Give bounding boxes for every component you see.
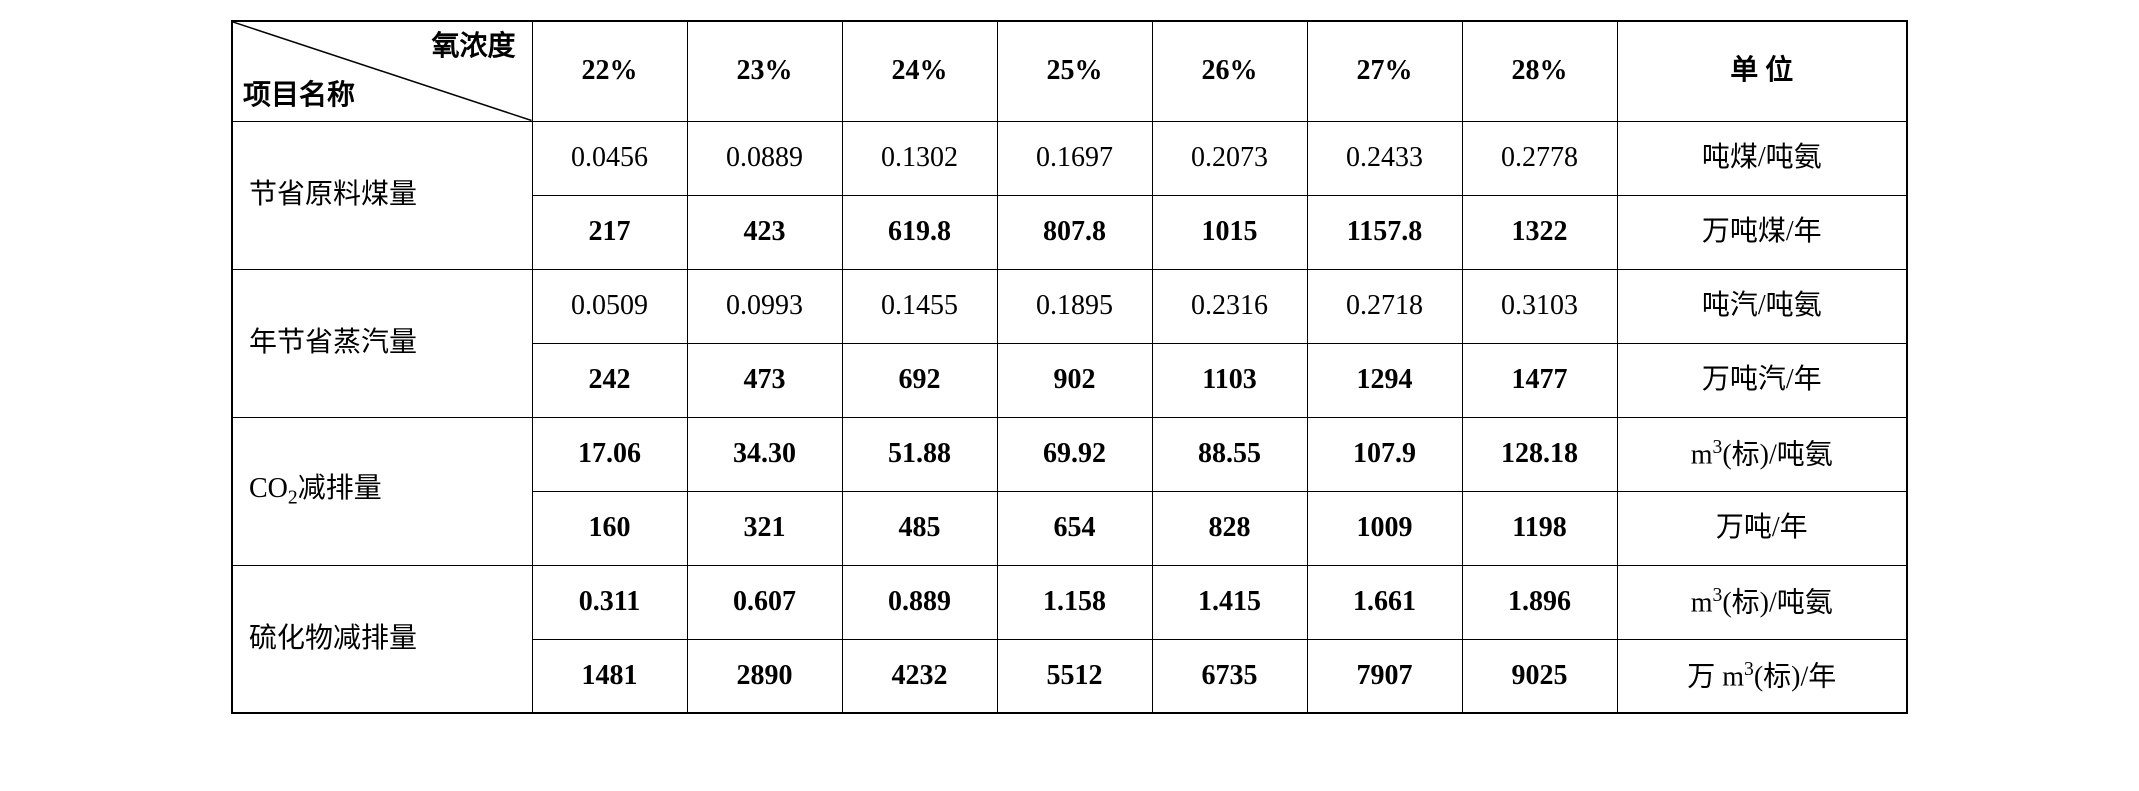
value-cell: 0.1895 <box>997 269 1152 343</box>
header-pct-22: 22% <box>532 21 687 121</box>
value-cell: 0.311 <box>532 565 687 639</box>
table-row: 节省原料煤量0.04560.08890.13020.16970.20730.24… <box>232 121 1907 195</box>
header-pct-26: 26% <box>1152 21 1307 121</box>
value-cell: 1198 <box>1462 491 1617 565</box>
unit-cell: 万 m3(标)/年 <box>1617 639 1907 713</box>
value-cell: 0.1697 <box>997 121 1152 195</box>
value-cell: 69.92 <box>997 417 1152 491</box>
value-cell: 128.18 <box>1462 417 1617 491</box>
value-cell: 88.55 <box>1152 417 1307 491</box>
value-cell: 0.0889 <box>687 121 842 195</box>
value-cell: 51.88 <box>842 417 997 491</box>
oxygen-concentration-table: 氧浓度 项目名称 22% 23% 24% 25% 26% 27% 28% 单 位… <box>231 20 1908 714</box>
value-cell: 0.2778 <box>1462 121 1617 195</box>
value-cell: 7907 <box>1307 639 1462 713</box>
header-unit: 单 位 <box>1617 21 1907 121</box>
header-pct-24: 24% <box>842 21 997 121</box>
value-cell: 5512 <box>997 639 1152 713</box>
value-cell: 0.1302 <box>842 121 997 195</box>
value-cell: 0.889 <box>842 565 997 639</box>
value-cell: 0.0456 <box>532 121 687 195</box>
value-cell: 473 <box>687 343 842 417</box>
header-pct-25: 25% <box>997 21 1152 121</box>
row-label: CO2减排量 <box>232 417 532 565</box>
value-cell: 0.2433 <box>1307 121 1462 195</box>
value-cell: 107.9 <box>1307 417 1462 491</box>
unit-cell: m3(标)/吨氨 <box>1617 565 1907 639</box>
value-cell: 619.8 <box>842 195 997 269</box>
value-cell: 0.2718 <box>1307 269 1462 343</box>
table-row: CO2减排量17.0634.3051.8869.9288.55107.9128.… <box>232 417 1907 491</box>
value-cell: 1322 <box>1462 195 1617 269</box>
header-pct-27: 27% <box>1307 21 1462 121</box>
header-bottom-label: 项目名称 <box>243 79 355 113</box>
value-cell: 1157.8 <box>1307 195 1462 269</box>
value-cell: 1009 <box>1307 491 1462 565</box>
value-cell: 0.2073 <box>1152 121 1307 195</box>
row-label: 硫化物减排量 <box>232 565 532 713</box>
value-cell: 423 <box>687 195 842 269</box>
value-cell: 160 <box>532 491 687 565</box>
header-pct-23: 23% <box>687 21 842 121</box>
header-top-label: 氧浓度 <box>431 30 515 64</box>
value-cell: 0.2316 <box>1152 269 1307 343</box>
value-cell: 0.0509 <box>532 269 687 343</box>
table-row: 年节省蒸汽量0.05090.09930.14550.18950.23160.27… <box>232 269 1907 343</box>
unit-cell: 万吨/年 <box>1617 491 1907 565</box>
value-cell: 1477 <box>1462 343 1617 417</box>
value-cell: 2890 <box>687 639 842 713</box>
value-cell: 9025 <box>1462 639 1617 713</box>
value-cell: 807.8 <box>997 195 1152 269</box>
value-cell: 217 <box>532 195 687 269</box>
value-cell: 6735 <box>1152 639 1307 713</box>
value-cell: 0.607 <box>687 565 842 639</box>
value-cell: 1015 <box>1152 195 1307 269</box>
header-diagonal-cell: 氧浓度 项目名称 <box>232 21 532 121</box>
unit-cell: 万吨汽/年 <box>1617 343 1907 417</box>
unit-cell: 万吨煤/年 <box>1617 195 1907 269</box>
value-cell: 1103 <box>1152 343 1307 417</box>
value-cell: 0.3103 <box>1462 269 1617 343</box>
value-cell: 1294 <box>1307 343 1462 417</box>
value-cell: 1.415 <box>1152 565 1307 639</box>
value-cell: 242 <box>532 343 687 417</box>
header-pct-28: 28% <box>1462 21 1617 121</box>
value-cell: 902 <box>997 343 1152 417</box>
unit-cell: m3(标)/吨氨 <box>1617 417 1907 491</box>
table-row: 硫化物减排量0.3110.6070.8891.1581.4151.6611.89… <box>232 565 1907 639</box>
value-cell: 0.1455 <box>842 269 997 343</box>
row-label: 节省原料煤量 <box>232 121 532 269</box>
value-cell: 321 <box>687 491 842 565</box>
unit-cell: 吨煤/吨氨 <box>1617 121 1907 195</box>
value-cell: 1.661 <box>1307 565 1462 639</box>
value-cell: 828 <box>1152 491 1307 565</box>
value-cell: 654 <box>997 491 1152 565</box>
value-cell: 1.158 <box>997 565 1152 639</box>
value-cell: 34.30 <box>687 417 842 491</box>
value-cell: 1.896 <box>1462 565 1617 639</box>
header-row: 氧浓度 项目名称 22% 23% 24% 25% 26% 27% 28% 单 位 <box>232 21 1907 121</box>
value-cell: 692 <box>842 343 997 417</box>
value-cell: 17.06 <box>532 417 687 491</box>
unit-cell: 吨汽/吨氨 <box>1617 269 1907 343</box>
value-cell: 4232 <box>842 639 997 713</box>
value-cell: 1481 <box>532 639 687 713</box>
row-label: 年节省蒸汽量 <box>232 269 532 417</box>
value-cell: 0.0993 <box>687 269 842 343</box>
value-cell: 485 <box>842 491 997 565</box>
